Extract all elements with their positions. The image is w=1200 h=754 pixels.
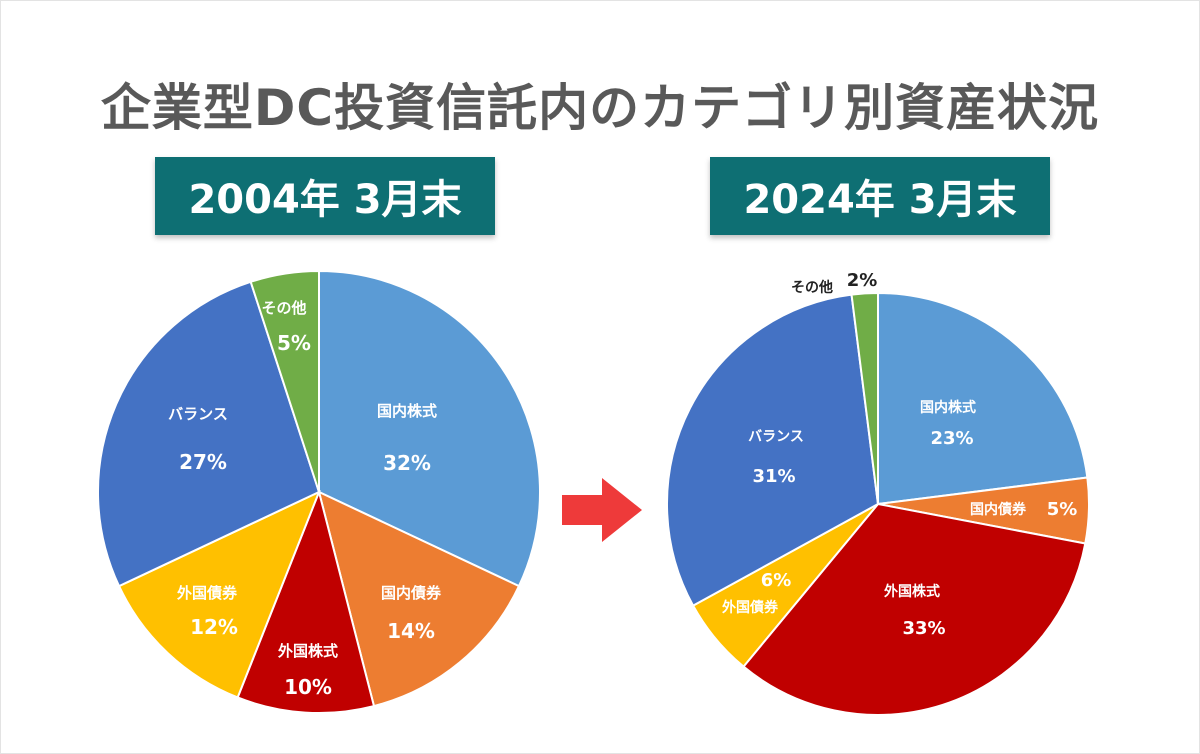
slice-value-label: 14% bbox=[387, 619, 435, 643]
slice-value-label: 10% bbox=[284, 675, 332, 699]
slice-label: バランス bbox=[168, 405, 228, 423]
slice-value-label: 33% bbox=[902, 618, 945, 639]
slice-value-label: 31% bbox=[752, 466, 795, 487]
right-arrow-icon bbox=[562, 478, 644, 542]
slice-value-label: 5% bbox=[277, 331, 311, 355]
slice-label: バランス bbox=[748, 429, 804, 445]
pie-slice bbox=[878, 293, 1087, 504]
slice-value-label: 32% bbox=[383, 451, 431, 475]
slice-label: 国内株式 bbox=[920, 399, 976, 416]
pie-0: 国内株式 32% 国内債券 14% 外国株式 10% 外国債券 12% バランス 27% その他 5% bbox=[98, 271, 540, 713]
slice-label: 外国株式 bbox=[277, 642, 338, 660]
slice-label: 外国債券 bbox=[722, 599, 779, 616]
slice-label: 国内債券 bbox=[970, 501, 1027, 518]
slice-label: 国内株式 bbox=[377, 402, 437, 420]
slice-label: 外国株式 bbox=[884, 583, 940, 600]
slice-value-label: 23% bbox=[930, 428, 973, 449]
slice-label: 外国債券 bbox=[176, 584, 238, 602]
slice-value-label: 2% bbox=[847, 270, 878, 291]
slice-label: その他 bbox=[261, 299, 306, 317]
slice-label: 国内債券 bbox=[381, 584, 442, 602]
slice-value-label: 6% bbox=[761, 570, 792, 591]
slice-value-label: 27% bbox=[179, 450, 227, 474]
slice-value-label: 12% bbox=[190, 615, 238, 639]
slice-label: その他 bbox=[791, 279, 833, 296]
pie-1: 国内株式 23% 国内債券 5% 外国株式 33% 外国債券 6% バランス 31% その他 2% bbox=[667, 270, 1089, 715]
slice-value-label: 5% bbox=[1047, 499, 1078, 520]
